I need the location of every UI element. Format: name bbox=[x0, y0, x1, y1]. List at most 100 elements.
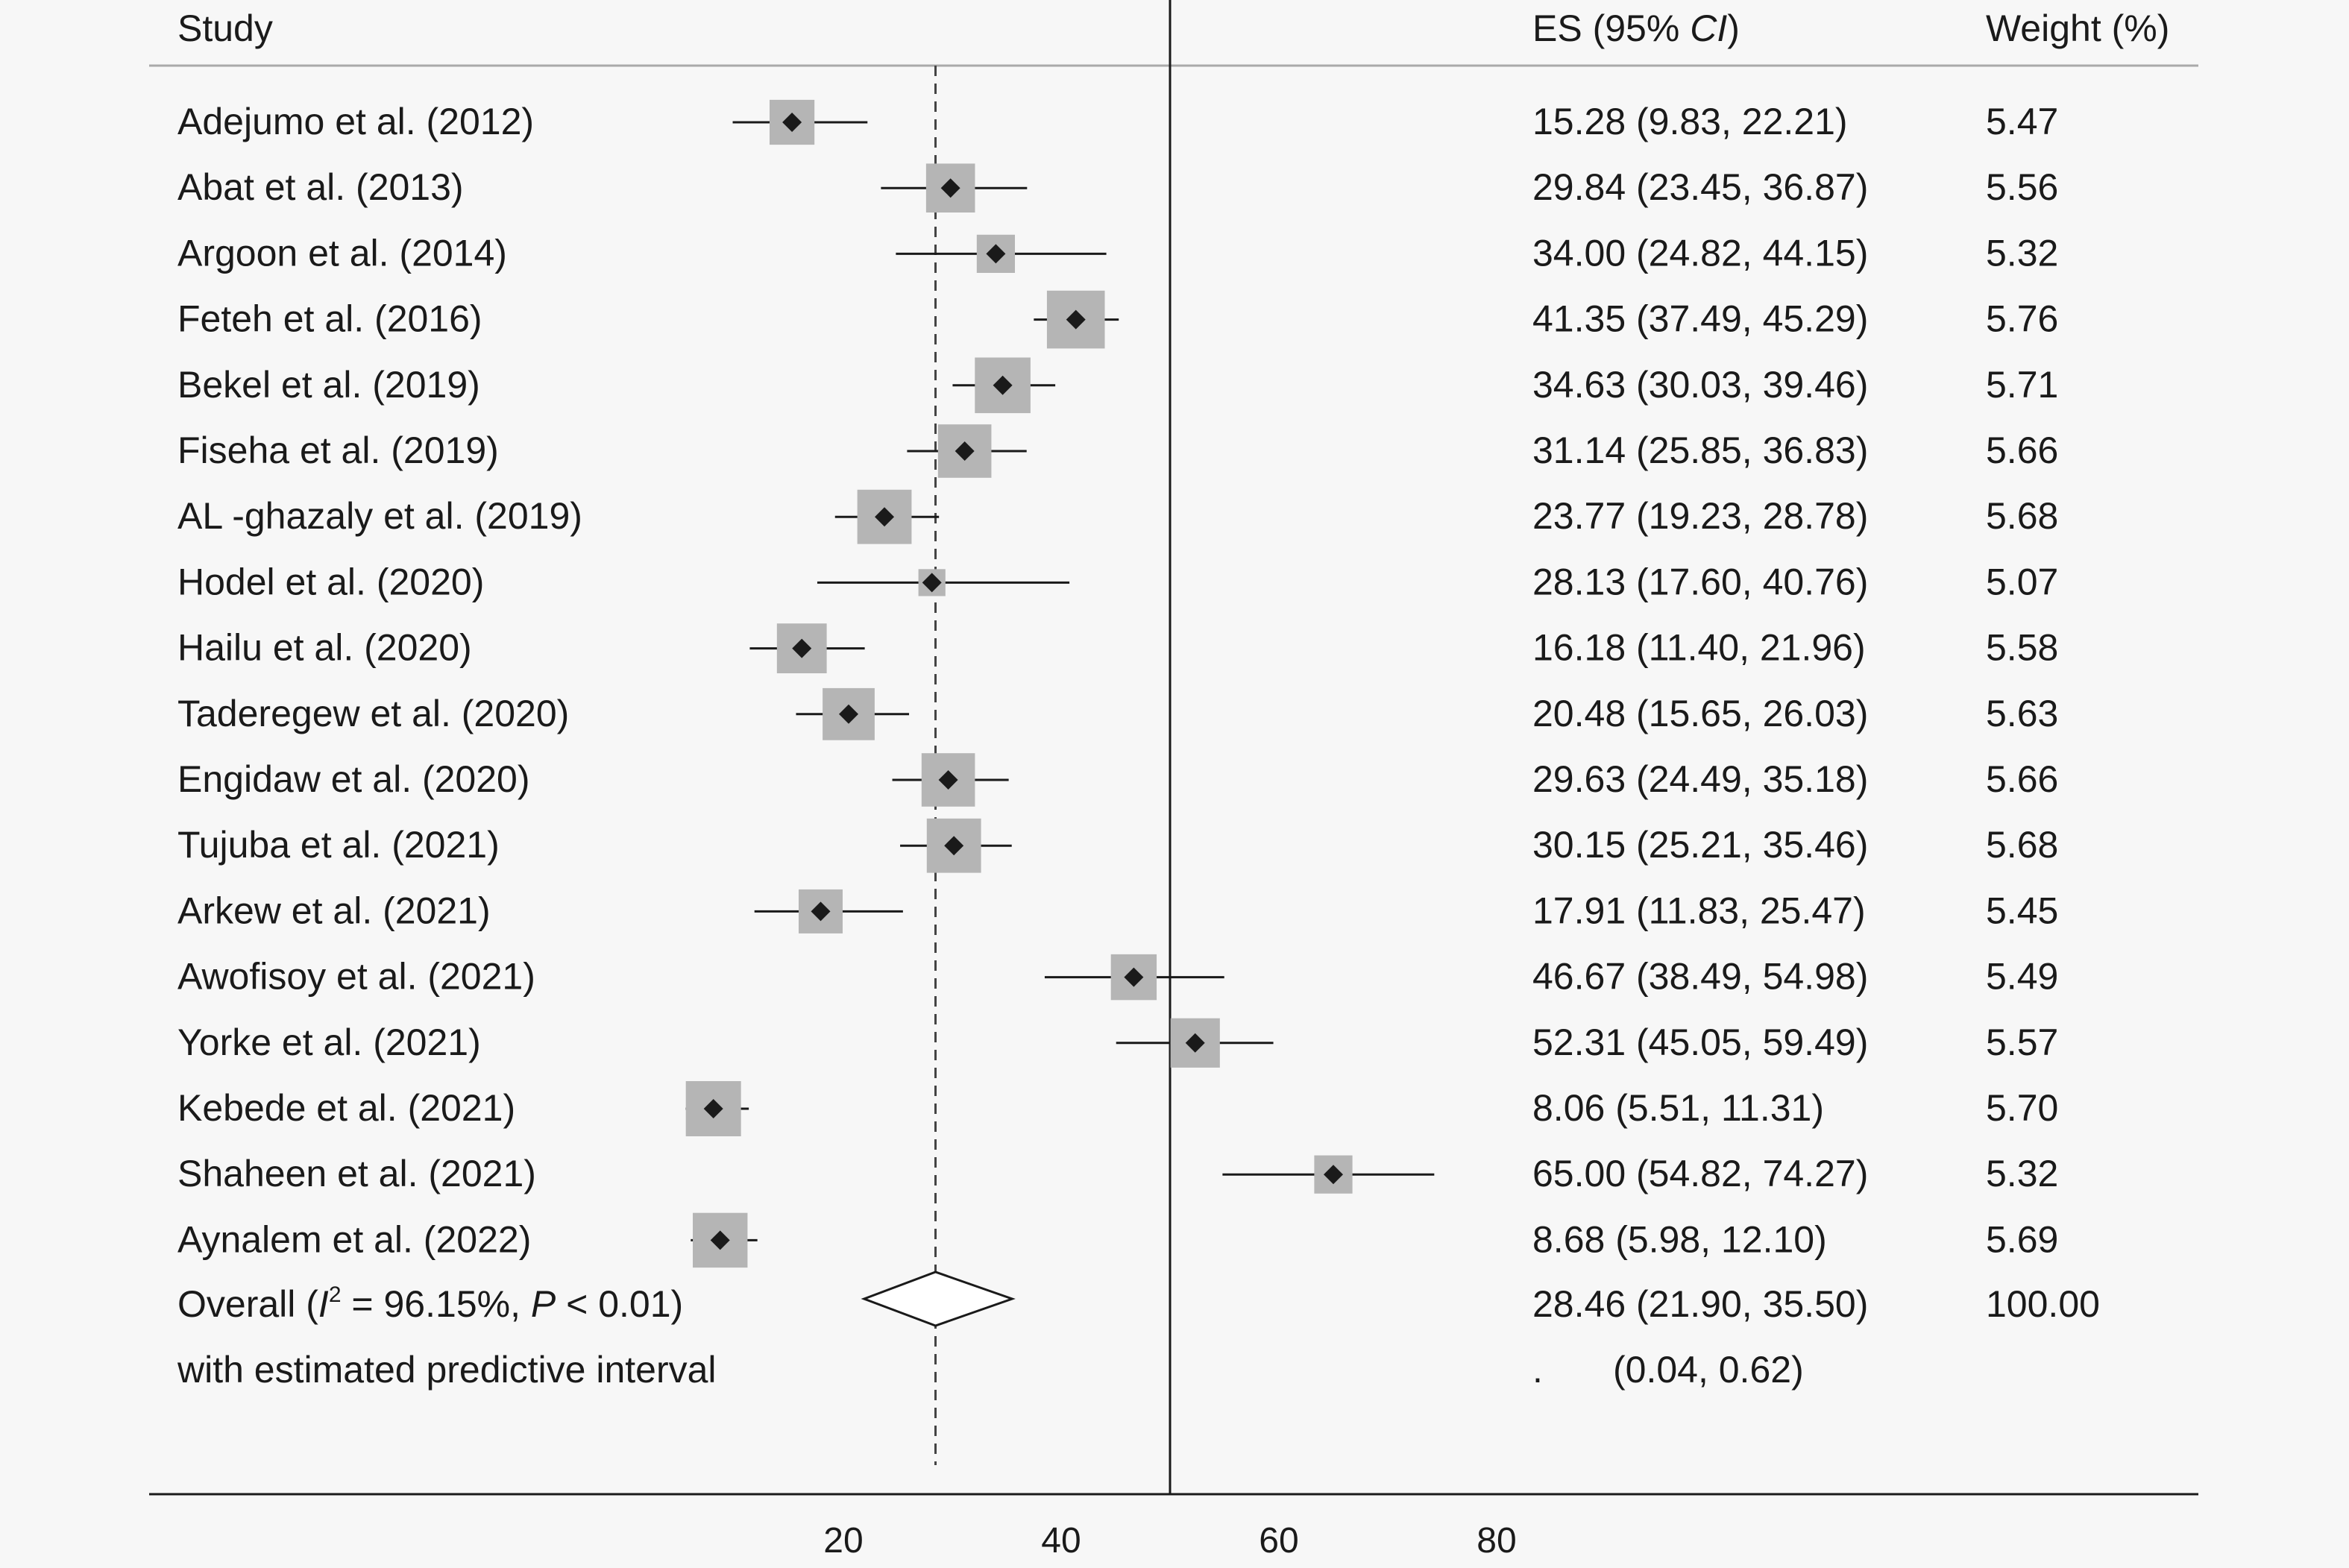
point-estimate-marker bbox=[944, 836, 964, 856]
point-estimate-marker bbox=[875, 507, 895, 527]
weight-column-header: Weight (%) bbox=[1986, 7, 2169, 49]
es-value: 28.13 (17.60, 40.76) bbox=[1532, 561, 1868, 602]
study-row: Engidaw et al. (2020) 29.63 (24.49, 35.18… bbox=[177, 753, 2058, 807]
es-value: 23.77 (19.23, 28.78) bbox=[1532, 495, 1868, 537]
es-value: 29.63 (24.49, 35.18) bbox=[1532, 758, 1868, 800]
study-label: Arkew et al. (2021) bbox=[177, 890, 491, 931]
study-row: Tujuba et al. (2021) 30.15 (25.21, 35.46)… bbox=[177, 818, 2058, 873]
study-label: Bekel et al. (2019) bbox=[177, 364, 480, 406]
es-value: 52.31 (45.05, 59.49) bbox=[1532, 1021, 1868, 1063]
study-label: Feteh et al. (2016) bbox=[177, 298, 482, 340]
study-row: Adejumo et al. (2012) 15.28 (9.83, 22.21)… bbox=[177, 99, 2058, 145]
study-label: Adejumo et al. (2012) bbox=[177, 101, 534, 142]
es-value: 41.35 (37.49, 45.29) bbox=[1532, 298, 1868, 340]
predictive-interval-label: with estimated predictive interval bbox=[177, 1349, 717, 1391]
study-row: Yorke et al. (2021) 52.31 (45.05, 59.49) 5… bbox=[177, 1018, 2058, 1068]
es-value: 8.68 (5.98, 12.10) bbox=[1532, 1218, 1827, 1260]
point-estimate-marker bbox=[922, 573, 942, 593]
study-label: Awofisoy et al. (2021) bbox=[177, 956, 535, 998]
x-tick-label: 20 bbox=[823, 1521, 863, 1561]
point-estimate-marker bbox=[955, 441, 975, 461]
es-value: 30.15 (25.21, 35.46) bbox=[1532, 824, 1868, 866]
study-row: Abat et al. (2013) 29.84 (23.45, 36.87) 5.… bbox=[177, 163, 2058, 212]
weight-value: 5.68 bbox=[1986, 824, 2058, 866]
study-row: Bekel et al. (2019) 34.63 (30.03, 39.46) 5… bbox=[177, 357, 2058, 414]
predictive-dot: . bbox=[1532, 1349, 1543, 1391]
study-row: Taderegew et al. (2020) 20.48 (15.65, 26.… bbox=[177, 687, 2058, 740]
es-value: 8.06 (5.51, 11.31) bbox=[1532, 1087, 1824, 1129]
study-label: Argoon et al. (2014) bbox=[177, 232, 507, 274]
overall-es-value: 28.46 (21.90, 35.50) bbox=[1532, 1283, 1868, 1325]
weight-value: 5.45 bbox=[1986, 890, 2058, 931]
weight-value: 5.70 bbox=[1986, 1087, 2058, 1129]
point-estimate-marker bbox=[710, 1230, 730, 1250]
study-row: Awofisoy et al. (2021) 46.67 (38.49, 54.9… bbox=[177, 954, 2058, 1001]
study-label: Abat et al. (2013) bbox=[177, 166, 464, 208]
weight-value: 5.49 bbox=[1986, 956, 2058, 998]
weight-value: 5.69 bbox=[1986, 1218, 2058, 1260]
x-tick-label: 40 bbox=[1041, 1521, 1081, 1561]
point-estimate-marker bbox=[940, 178, 960, 198]
study-row: Arkew et al. (2021) 17.91 (11.83, 25.47) 5… bbox=[177, 889, 2058, 933]
weight-value: 5.63 bbox=[1986, 693, 2058, 734]
study-label: Shaheen et al. (2021) bbox=[177, 1153, 536, 1194]
point-estimate-marker bbox=[703, 1099, 723, 1118]
study-row: Aynalem et al. (2022) 8.68 (5.98, 12.10) 5… bbox=[177, 1212, 2058, 1268]
study-label: Yorke et al. (2021) bbox=[177, 1021, 481, 1063]
study-rows: Adejumo et al. (2012) 15.28 (9.83, 22.21)… bbox=[177, 99, 2058, 1268]
study-label: Hodel et al. (2020) bbox=[177, 561, 484, 602]
point-estimate-marker bbox=[938, 770, 958, 790]
point-estimate-marker bbox=[1185, 1033, 1205, 1053]
weight-value: 5.58 bbox=[1986, 627, 2058, 669]
study-row: AL -ghazaly et al. (2019) 23.77 (19.23, 2… bbox=[177, 489, 2058, 544]
point-estimate-marker bbox=[782, 113, 802, 132]
predictive-interval-value: (0.04, 0.62) bbox=[1613, 1349, 1804, 1391]
study-column-header: Study bbox=[177, 7, 273, 49]
x-tick-label: 80 bbox=[1477, 1521, 1516, 1561]
point-estimate-marker bbox=[1124, 967, 1144, 987]
study-row: Kebede et al. (2021) 8.06 (5.51, 11.31) 5.… bbox=[177, 1081, 2058, 1136]
point-estimate-marker bbox=[792, 638, 812, 658]
x-axis-ticks: 20 40 60 80 bbox=[823, 1521, 1516, 1561]
es-value: 20.48 (15.65, 26.03) bbox=[1532, 693, 1868, 734]
study-row: Hailu et al. (2020) 16.18 (11.40, 21.96) 5… bbox=[177, 623, 2058, 673]
overall-label: Overall (I2 = 96.15%, P < 0.01) bbox=[177, 1282, 683, 1325]
study-row: Feteh et al. (2016) 41.35 (37.49, 45.29) 5… bbox=[177, 290, 2058, 349]
weight-value: 5.32 bbox=[1986, 232, 2058, 274]
study-row: Shaheen et al. (2021) 65.00 (54.82, 74.27… bbox=[177, 1153, 2058, 1194]
study-row: Hodel et al. (2020) 28.13 (17.60, 40.76) 5… bbox=[177, 561, 2058, 602]
weight-value: 5.57 bbox=[1986, 1021, 2058, 1063]
es-value: 16.18 (11.40, 21.96) bbox=[1532, 627, 1866, 669]
es-column-header: ES (95% CI) bbox=[1532, 7, 1740, 49]
study-label: Hailu et al. (2020) bbox=[177, 627, 472, 669]
study-label: Aynalem et al. (2022) bbox=[177, 1218, 531, 1260]
weight-value: 5.76 bbox=[1986, 298, 2058, 340]
study-row: Argoon et al. (2014) 34.00 (24.82, 44.15)… bbox=[177, 232, 2058, 274]
es-value: 29.84 (23.45, 36.87) bbox=[1532, 166, 1868, 208]
es-value: 17.91 (11.83, 25.47) bbox=[1532, 890, 1866, 931]
x-tick-label: 60 bbox=[1259, 1521, 1298, 1561]
point-estimate-marker bbox=[811, 901, 831, 922]
es-value: 46.67 (38.49, 54.98) bbox=[1532, 956, 1868, 998]
study-label: Fiseha et al. (2019) bbox=[177, 429, 499, 471]
weight-value: 5.47 bbox=[1986, 101, 2058, 142]
point-estimate-marker bbox=[1066, 309, 1086, 330]
weight-value: 5.32 bbox=[1986, 1153, 2058, 1194]
weight-value: 5.68 bbox=[1986, 495, 2058, 537]
study-label: Kebede et al. (2021) bbox=[177, 1087, 515, 1129]
es-value: 34.63 (30.03, 39.46) bbox=[1532, 364, 1868, 406]
es-value: 31.14 (25.85, 36.83) bbox=[1532, 429, 1868, 471]
study-label: AL -ghazaly et al. (2019) bbox=[177, 495, 582, 537]
overall-diamond bbox=[861, 1271, 1016, 1327]
point-estimate-marker bbox=[993, 375, 1013, 395]
es-value: 15.28 (9.83, 22.21) bbox=[1532, 101, 1848, 142]
weight-value: 5.07 bbox=[1986, 561, 2058, 602]
point-estimate-marker bbox=[986, 244, 1006, 264]
study-label: Tujuba et al. (2021) bbox=[177, 824, 500, 866]
es-value: 34.00 (24.82, 44.15) bbox=[1532, 232, 1868, 274]
study-row: Fiseha et al. (2019) 31.14 (25.85, 36.83)… bbox=[177, 424, 2058, 478]
weight-value: 5.56 bbox=[1986, 166, 2058, 208]
study-label: Engidaw et al. (2020) bbox=[177, 758, 530, 800]
es-value: 65.00 (54.82, 74.27) bbox=[1532, 1153, 1868, 1194]
